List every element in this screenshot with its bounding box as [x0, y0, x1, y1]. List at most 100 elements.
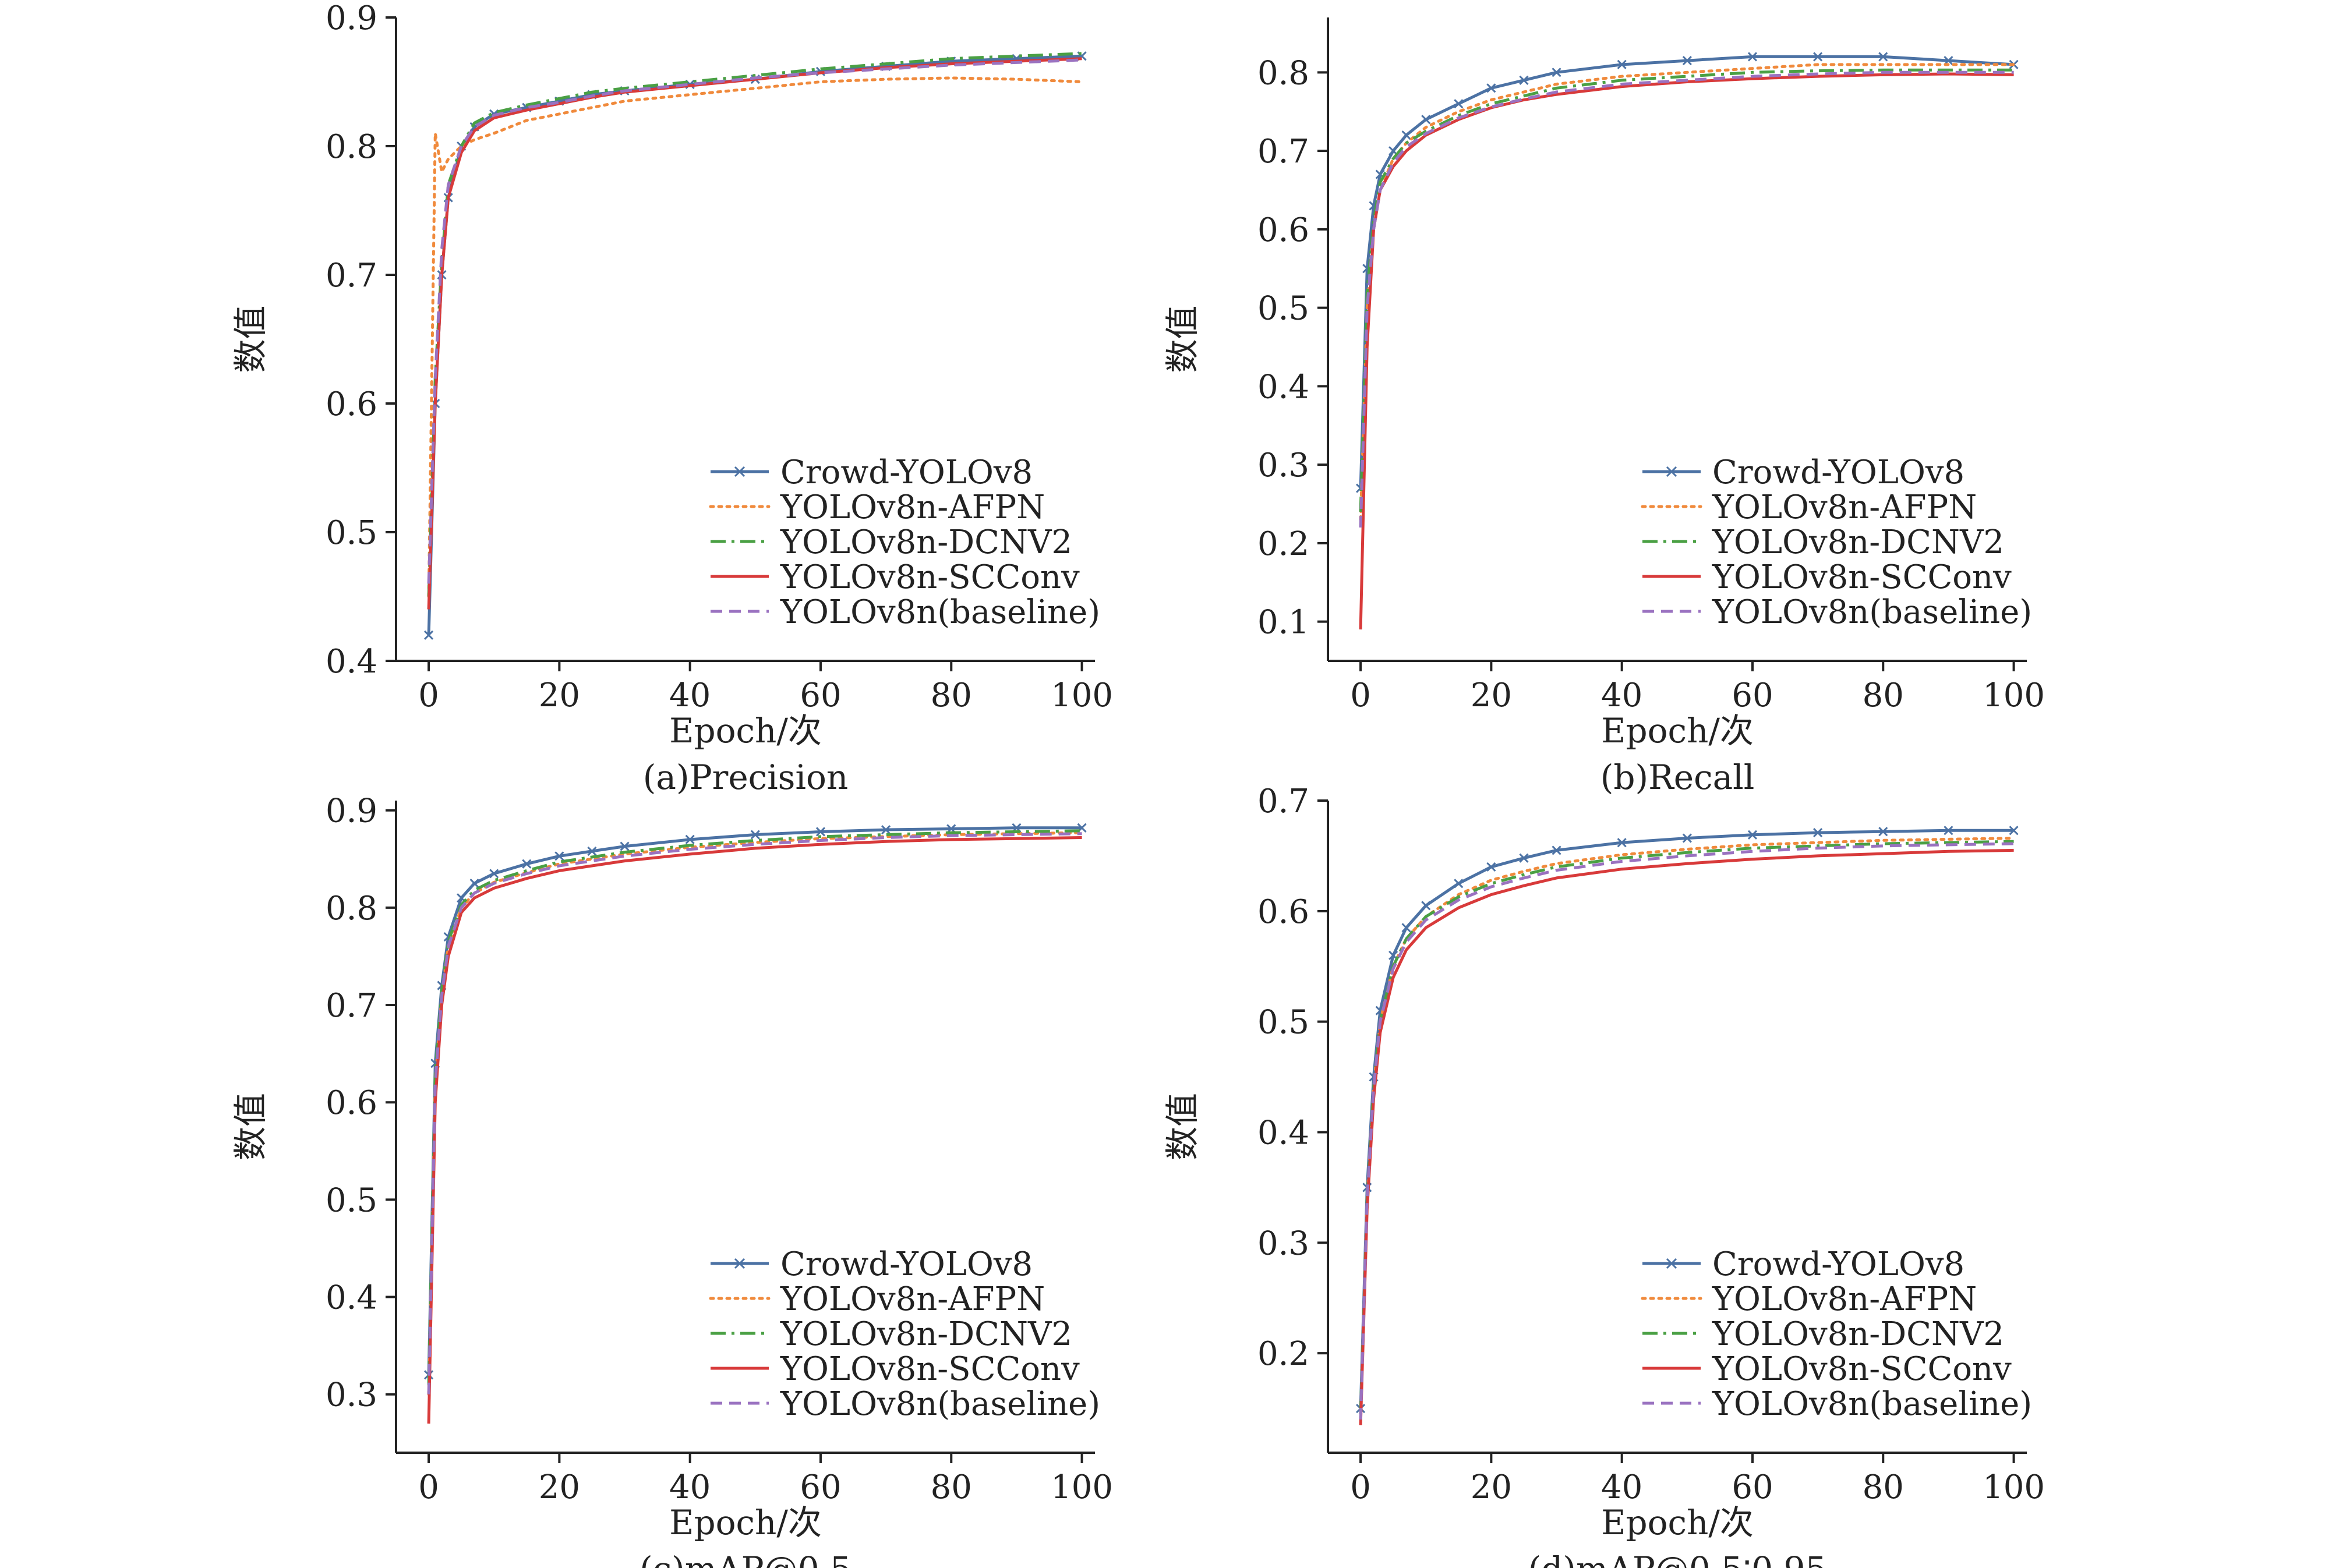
x-tick-label: 60 — [1732, 677, 1773, 714]
y-tick-label: 0.8 — [1257, 54, 1309, 92]
y-tick-label: 0.7 — [1257, 133, 1309, 171]
data-point-marker — [1682, 56, 1692, 66]
legend-entry: YOLOv8n-SCConv — [1712, 558, 2012, 596]
legend-marker — [1666, 1258, 1677, 1269]
y-tick-label: 0.4 — [326, 1279, 377, 1317]
legend-entry: YOLOv8n-DCNV2 — [1712, 1315, 2004, 1353]
x-tick-label: 100 — [1051, 677, 1113, 714]
legend-entry: Crowd-YOLOv8 — [1712, 1245, 1965, 1283]
legend-entry: YOLOv8n-AFPN — [1712, 489, 1977, 526]
y-tick-label: 0.4 — [1257, 1114, 1309, 1152]
y-tick-label: 0.5 — [1257, 1004, 1309, 1042]
legend-entry: Crowd-YOLOv8 — [1712, 454, 1965, 491]
legend-entry: YOLOv8n-AFPN — [780, 1280, 1045, 1318]
legend: Crowd-YOLOv8YOLOv8n-AFPNYOLOv8n-DCNV2YOL… — [709, 454, 1100, 631]
panel-caption: (c)mAP@0.5 — [639, 1549, 851, 1568]
data-point-marker — [1401, 923, 1411, 933]
data-point-marker — [1617, 838, 1627, 848]
legend-entry: YOLOv8n(baseline) — [1712, 593, 2032, 631]
x-tick-label: 60 — [800, 1468, 841, 1506]
chart-panel-map50: 0 20 40 60 80 100 0.3 0.4 0.5 0.6 0.7 0.8 0.9 Epoch/次… — [231, 792, 1113, 1568]
series-line-map50-4 — [427, 832, 1082, 1394]
data-point-marker — [1878, 52, 1888, 62]
x-tick-label: 20 — [1471, 1468, 1512, 1506]
x-axis-label: Epoch/次 — [1601, 1503, 1754, 1542]
y-tick-label: 0.2 — [1257, 525, 1309, 563]
data-point-marker — [1519, 75, 1529, 85]
y-tick-label: 0.1 — [1257, 604, 1309, 642]
panel-caption: (b)Recall — [1600, 758, 1755, 797]
x-tick-label: 60 — [1732, 1468, 1773, 1506]
legend-entry: YOLOv8n-AFPN — [780, 489, 1045, 526]
x-axis-label: Epoch/次 — [1601, 711, 1754, 751]
y-tick-label: 0.6 — [326, 1084, 377, 1122]
data-point-marker — [1878, 827, 1888, 837]
data-point-marker — [1552, 845, 1561, 855]
x-tick-label: 0 — [1350, 1468, 1371, 1506]
x-tick-label: 40 — [1601, 677, 1642, 714]
y-tick-label: 0.6 — [1257, 893, 1309, 931]
y-axis-label: 数值 — [1163, 1093, 1202, 1160]
data-point-marker — [2009, 826, 2019, 836]
x-tick-label: 40 — [669, 1468, 711, 1506]
data-point-marker — [1617, 59, 1627, 69]
data-point-marker — [685, 834, 695, 844]
chart-panel-map50-95: 0 20 40 60 80 100 0.2 0.3 0.4 0.5 0.6 0.7 Epoch/次 数值 (… — [1163, 783, 2045, 1568]
y-tick-label: 0.6 — [326, 385, 377, 423]
legend-marker — [734, 466, 745, 477]
y-axis-label: 数值 — [231, 1093, 270, 1160]
data-point-marker — [1486, 862, 1496, 872]
y-tick-label: 0.7 — [1257, 783, 1309, 820]
data-point-marker — [469, 879, 479, 889]
series-line-precision-1 — [427, 76, 1084, 598]
data-point-marker — [1944, 826, 1953, 836]
y-tick-label: 0.3 — [1257, 1224, 1309, 1262]
legend: Crowd-YOLOv8YOLOv8n-AFPNYOLOv8n-DCNV2YOL… — [709, 1245, 1100, 1423]
x-tick-label: 0 — [1350, 677, 1371, 714]
data-point-marker — [1519, 853, 1529, 863]
legend-entry: YOLOv8n(baseline) — [1712, 1385, 2032, 1423]
y-tick-label: 0.5 — [326, 1181, 377, 1219]
data-point-marker — [1421, 115, 1431, 125]
legend-entry: YOLOv8n-SCConv — [1712, 1350, 2012, 1388]
data-point-marker — [881, 825, 891, 835]
data-point-marker — [1813, 827, 1823, 838]
data-point-marker — [587, 846, 597, 856]
legend-entry: Crowd-YOLOv8 — [780, 1245, 1033, 1283]
x-axis-label: Epoch/次 — [669, 711, 822, 751]
data-point-marker — [750, 830, 760, 840]
data-point-marker — [554, 851, 564, 861]
legend-entry: YOLOv8n-DCNV2 — [780, 523, 1072, 561]
legend-entry: YOLOv8n-AFPN — [1712, 1280, 1977, 1318]
data-point-marker — [1454, 879, 1464, 889]
y-tick-label: 0.8 — [326, 128, 377, 166]
series-line-recall-0 — [1359, 55, 2014, 489]
series-line-map50-2 — [427, 829, 1082, 1385]
y-tick-label: 0.7 — [326, 987, 377, 1025]
x-tick-label: 20 — [539, 1468, 580, 1506]
series-line-map50-0 — [427, 826, 1082, 1375]
x-tick-label: 80 — [1863, 1468, 1904, 1506]
y-tick-label: 0.2 — [1257, 1335, 1309, 1373]
x-tick-label: 0 — [418, 1468, 439, 1506]
x-tick-label: 20 — [1471, 677, 1512, 714]
x-tick-label: 60 — [800, 677, 841, 714]
x-tick-label: 20 — [539, 677, 580, 714]
x-tick-label: 80 — [931, 677, 972, 714]
chart-panel-recall: 0 20 40 60 80 100 0.1 0.2 0.3 0.4 0.5 0.6 0.7 0.8 Epoc… — [1163, 17, 2045, 797]
series-line-map50-95-2 — [1359, 840, 2014, 1414]
data-point-marker — [489, 869, 499, 879]
legend-entry: YOLOv8n(baseline) — [780, 593, 1100, 631]
data-point-marker — [1401, 130, 1411, 140]
series-line-recall-3 — [1359, 72, 2014, 630]
y-tick-label: 0.8 — [326, 890, 377, 928]
y-axis-label: 数值 — [1163, 305, 1202, 373]
y-tick-label: 0.3 — [1257, 447, 1309, 484]
y-tick-label: 0.4 — [1257, 368, 1309, 406]
data-point-marker — [1486, 83, 1496, 93]
data-point-marker — [1747, 52, 1758, 62]
data-point-marker — [1813, 52, 1823, 62]
data-point-marker — [424, 630, 434, 640]
data-point-marker — [1421, 901, 1431, 911]
